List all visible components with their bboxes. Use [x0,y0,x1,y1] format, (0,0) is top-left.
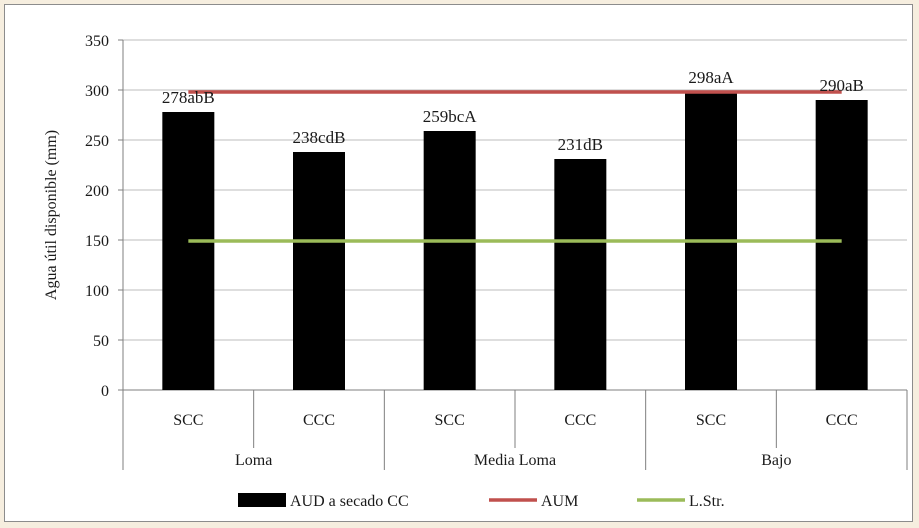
bar [815,100,868,390]
x-tick-label: SCC [435,412,465,429]
legend-layer: AUD a secado CC AUM L.Str. [238,493,725,510]
legend-label: L.Str. [689,493,725,510]
y-tick-label: 100 [85,283,109,300]
y-tick-label: 250 [85,133,109,150]
y-tick-label: 350 [85,33,109,50]
group-label: Bajo [761,452,791,469]
y-tick-label: 200 [85,183,109,200]
bar-data-label: 259bcA [423,107,478,126]
bar-data-label: 231dB [558,135,603,154]
bar-data-label: 238cdB [293,128,346,147]
y-tick-label: 150 [85,233,109,250]
line-layer [188,90,842,243]
x-tick-label: SCC [173,412,203,429]
label-layer: 278abB 238cdB 259bcA 231dB 298aA 290aB [162,68,864,154]
x-tick-label: CCC [303,412,335,429]
x-tick-label: CCC [564,412,596,429]
x-tick-label: CCC [826,412,858,429]
grid-layer [123,39,907,341]
bar-data-label: 290aB [819,76,863,95]
bar [162,112,215,390]
bar [293,152,345,390]
group-label: Media Loma [474,452,556,469]
legend-label: AUD a secado CC [290,493,409,510]
bar [423,131,476,390]
x-tick-label: SCC [696,412,726,429]
bar-data-label: 298aA [688,68,734,87]
legend-label: AUM [541,493,578,510]
y-tick-label: 50 [93,333,109,350]
axis-layer: 0 50 100 150 200 250 300 350 Agua útil disponibl… [43,33,908,470]
y-axis-title: Agua útil disponible (mm) [43,130,60,300]
y-tick-label: 0 [101,383,109,400]
bar-data-label: 278abB [162,88,215,107]
bar [554,159,607,390]
legend-swatch [238,493,286,507]
group-label: Loma [235,452,272,469]
y-tick-label: 300 [85,83,109,100]
